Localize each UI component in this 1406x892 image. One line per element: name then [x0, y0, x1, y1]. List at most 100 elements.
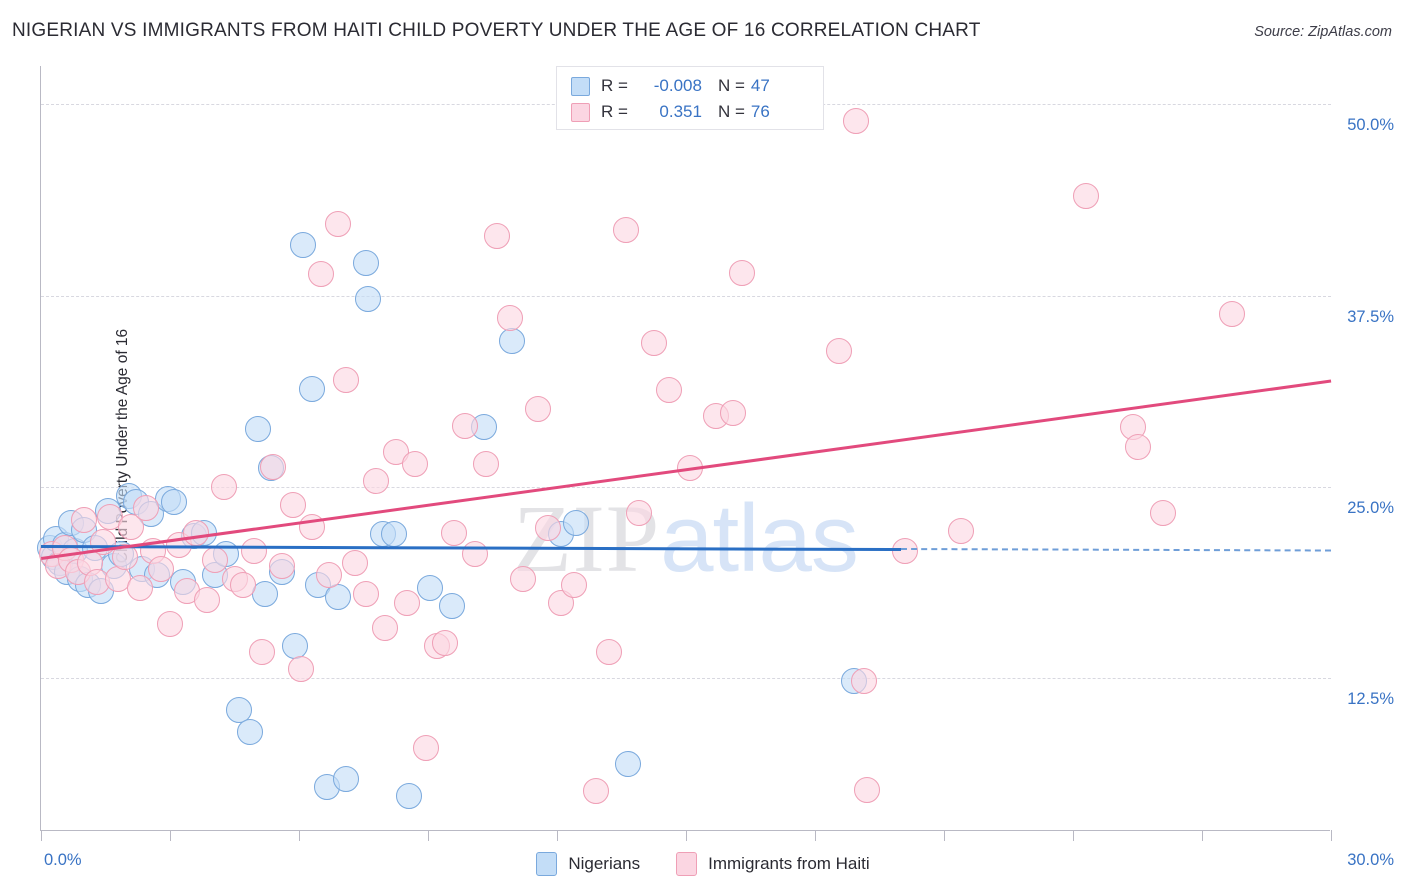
- r-label-nigerians: R =: [601, 76, 628, 95]
- gridline: [41, 295, 1331, 297]
- scatter-point: [720, 400, 747, 427]
- series-legend-item-nigerians[interactable]: Nigerians: [536, 852, 640, 876]
- x-axis-tick: [815, 830, 816, 841]
- scatter-point: [341, 550, 368, 577]
- y-axis-tick-label: 37.5%: [1347, 307, 1394, 326]
- watermark-atlas: atlas: [660, 485, 859, 592]
- scatter-point: [462, 541, 489, 568]
- scatter-point: [614, 750, 641, 777]
- scatter-point: [245, 415, 272, 442]
- scatter-point: [290, 232, 317, 258]
- scatter-point: [354, 285, 381, 312]
- scatter-point: [236, 718, 263, 745]
- scatter-point: [851, 668, 878, 695]
- scatter-point: [853, 776, 880, 803]
- scatter-point: [440, 519, 467, 546]
- r-label-haiti: R =: [601, 102, 628, 121]
- scatter-point: [561, 571, 588, 598]
- scatter-point: [728, 259, 755, 286]
- x-axis-tick: [170, 830, 171, 841]
- scatter-point: [324, 210, 351, 237]
- scatter-point: [352, 580, 379, 607]
- scatter-point: [473, 450, 500, 477]
- scatter-point: [279, 492, 306, 519]
- x-axis-label-max: 30.0%: [1347, 851, 1394, 869]
- n-value-nigerians: 47: [750, 76, 770, 95]
- scatter-point: [655, 377, 682, 404]
- n-value-haiti: 76: [750, 102, 770, 121]
- scatter-point: [230, 571, 257, 598]
- scatter-point: [281, 632, 308, 659]
- scatter-point: [535, 515, 562, 542]
- scatter-point: [193, 586, 220, 613]
- scatter-point: [133, 495, 160, 522]
- scatter-point: [1219, 300, 1246, 327]
- series-legend-item-haiti[interactable]: Immigrants from Haiti: [676, 852, 870, 876]
- x-axis-tick: [1331, 830, 1332, 841]
- series-label-nigerians: Nigerians: [568, 854, 641, 873]
- r-value-haiti: 0.351: [659, 102, 702, 121]
- page-title: NIGERIAN VS IMMIGRANTS FROM HAITI CHILD …: [12, 20, 981, 41]
- scatter-point: [202, 547, 229, 574]
- scatter-point: [148, 556, 175, 583]
- y-axis-tick-label: 50.0%: [1347, 116, 1394, 135]
- trend-line-nigerians-extrapolated: [900, 547, 1331, 552]
- scatter-point: [948, 518, 975, 545]
- scatter-point: [509, 565, 536, 592]
- scatter-point: [225, 697, 252, 724]
- scatter-point: [595, 638, 622, 665]
- trend-line-haiti: [41, 379, 1332, 561]
- source-attribution: Source: ZipAtlas.com: [1254, 24, 1392, 40]
- x-axis-tick: [41, 830, 42, 841]
- plot-area: ZIPatlas: [36, 66, 1332, 841]
- scatter-point: [1072, 183, 1099, 210]
- y-axis-tick-label: 25.0%: [1347, 498, 1394, 517]
- series-legend: Nigerians Immigrants from Haiti: [0, 852, 1406, 876]
- series-swatch-haiti: [676, 852, 698, 876]
- scatter-point: [161, 489, 188, 516]
- scatter-point: [563, 510, 590, 537]
- scatter-point: [582, 778, 609, 805]
- scatter-point: [625, 499, 652, 526]
- x-axis-tick: [1202, 830, 1203, 841]
- scatter-point: [432, 629, 459, 656]
- r-value-nigerians: -0.008: [653, 76, 702, 95]
- scatter-point: [307, 261, 334, 288]
- scatter-point: [496, 305, 523, 332]
- scatter-point: [498, 328, 525, 355]
- scatter-point: [1124, 433, 1151, 460]
- scatter-point: [825, 337, 852, 364]
- scatter-point: [1150, 499, 1177, 526]
- x-axis-tick: [299, 830, 300, 841]
- scatter-point: [612, 216, 639, 243]
- scatter-point: [240, 538, 267, 564]
- scatter-point: [288, 655, 315, 682]
- y-axis-tick-label: 12.5%: [1347, 690, 1394, 708]
- scatter-point: [483, 222, 510, 249]
- x-axis-tick: [1073, 830, 1074, 841]
- scatter-point: [249, 638, 276, 665]
- x-axis-tick: [428, 830, 429, 841]
- scatter-point: [417, 574, 444, 601]
- scatter-point: [316, 562, 343, 589]
- scatter-point: [363, 467, 390, 494]
- scatter-point: [71, 507, 97, 534]
- scatter-point: [412, 735, 439, 762]
- scatter-point: [451, 412, 478, 439]
- n-label-haiti: N =: [717, 102, 745, 121]
- scatter-point: [640, 329, 667, 356]
- x-axis-tick: [686, 830, 687, 841]
- stat-row-haiti: R = 0.351 N = 76: [571, 99, 813, 125]
- scatter-point: [111, 544, 138, 571]
- legend-swatch-haiti: [571, 102, 590, 122]
- scatter-point: [352, 250, 379, 277]
- scatter-point: [677, 455, 704, 482]
- scatter-point: [333, 765, 360, 792]
- scatter-point: [892, 538, 919, 564]
- stat-row-nigerians: R = -0.008 N = 47: [571, 73, 813, 99]
- correlation-legend: R = -0.008 N = 47 R = 0.351 N = 76: [556, 66, 824, 130]
- scatter-point: [182, 519, 209, 546]
- scatter-point: [372, 614, 398, 641]
- scatter-point: [842, 108, 869, 135]
